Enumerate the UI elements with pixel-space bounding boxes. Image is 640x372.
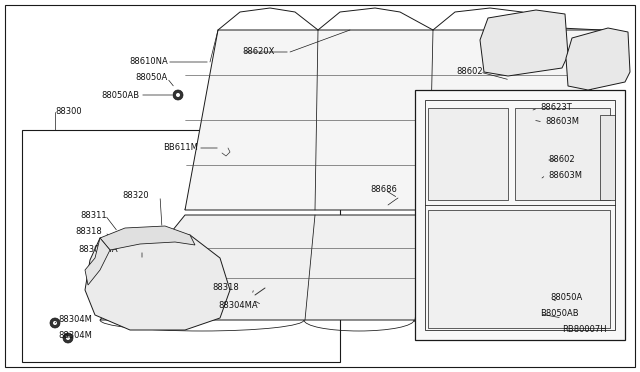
Circle shape: [588, 93, 592, 97]
Circle shape: [556, 158, 559, 161]
Circle shape: [558, 300, 562, 304]
Circle shape: [53, 321, 57, 325]
Text: RB80007H: RB80007H: [562, 326, 607, 334]
Circle shape: [509, 77, 515, 83]
Text: 88311: 88311: [80, 211, 107, 219]
Text: B8050AB: B8050AB: [540, 310, 579, 318]
Text: B6400N: B6400N: [530, 45, 563, 55]
Text: 88318: 88318: [212, 283, 239, 292]
Polygon shape: [428, 108, 508, 200]
Circle shape: [394, 195, 401, 202]
Circle shape: [563, 316, 567, 320]
Text: 88623T: 88623T: [540, 103, 572, 112]
Circle shape: [540, 176, 543, 180]
Circle shape: [435, 173, 445, 183]
Circle shape: [508, 80, 512, 84]
Text: 88050AB: 88050AB: [102, 90, 140, 99]
Polygon shape: [480, 10, 568, 76]
Circle shape: [586, 91, 594, 99]
Text: 88603M: 88603M: [545, 118, 579, 126]
Text: 88304MA: 88304MA: [218, 301, 258, 310]
Circle shape: [510, 308, 530, 328]
Text: 88304MA: 88304MA: [78, 246, 118, 254]
Circle shape: [523, 87, 525, 89]
Circle shape: [531, 118, 534, 122]
Circle shape: [50, 318, 60, 328]
Text: 88304M: 88304M: [58, 315, 92, 324]
Text: 88300: 88300: [55, 108, 82, 116]
Polygon shape: [85, 238, 110, 285]
Polygon shape: [415, 90, 625, 340]
Circle shape: [554, 157, 561, 164]
Circle shape: [173, 90, 183, 100]
Circle shape: [602, 99, 604, 101]
Circle shape: [600, 97, 606, 103]
Text: 88318: 88318: [75, 228, 102, 237]
Circle shape: [511, 78, 513, 81]
Text: 88602: 88602: [456, 67, 483, 77]
Circle shape: [516, 314, 524, 322]
Text: 88620X: 88620X: [242, 48, 275, 57]
Circle shape: [556, 298, 564, 306]
Circle shape: [560, 313, 570, 323]
Text: 88304M: 88304M: [58, 331, 92, 340]
Circle shape: [529, 116, 536, 124]
Circle shape: [66, 336, 70, 340]
Text: B6400N: B6400N: [575, 64, 609, 73]
Circle shape: [506, 78, 514, 86]
Text: 88050A: 88050A: [136, 74, 168, 83]
Polygon shape: [515, 108, 610, 200]
Polygon shape: [566, 28, 630, 90]
Text: 88320: 88320: [122, 192, 148, 201]
Circle shape: [176, 93, 180, 97]
Text: 88050A: 88050A: [550, 294, 582, 302]
Polygon shape: [100, 226, 195, 250]
Text: 88686: 88686: [370, 186, 397, 195]
Text: BB611M: BB611M: [163, 144, 198, 153]
Circle shape: [63, 333, 73, 343]
Circle shape: [521, 85, 527, 91]
Text: 88602: 88602: [548, 155, 575, 164]
Polygon shape: [85, 235, 230, 330]
Polygon shape: [600, 115, 615, 200]
Polygon shape: [100, 215, 590, 320]
Polygon shape: [185, 30, 602, 210]
Circle shape: [538, 174, 545, 182]
Polygon shape: [428, 210, 610, 328]
Text: 88603M: 88603M: [548, 170, 582, 180]
Text: 88610NA: 88610NA: [129, 58, 168, 67]
